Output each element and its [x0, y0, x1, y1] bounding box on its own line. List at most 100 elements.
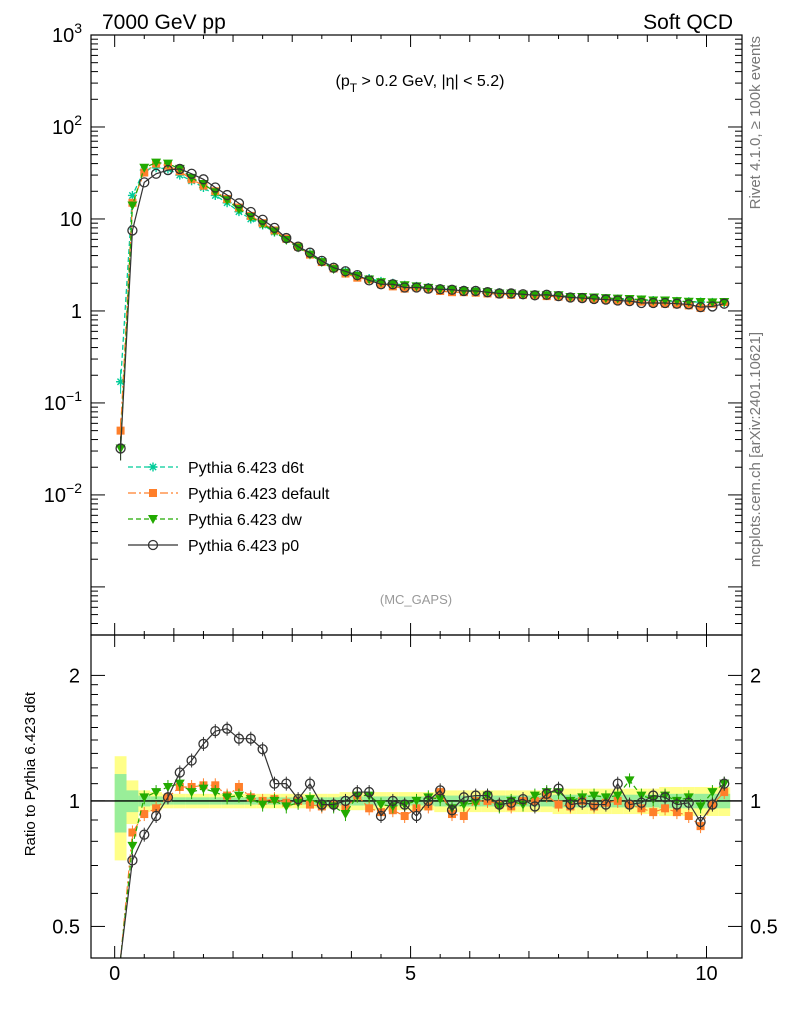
- ratio-y-tick-label: 2: [69, 665, 80, 687]
- ratio-point-dw: [281, 802, 292, 812]
- ratio-point-p0: [198, 738, 209, 750]
- ratio-point-p0: [304, 778, 316, 789]
- data-point-p0: [233, 198, 245, 209]
- ratio-point-p0: [612, 778, 623, 789]
- data-point-default: [696, 303, 705, 312]
- ratio-y-tick-label-right: 1: [750, 791, 761, 813]
- cut-label: (pT > 0.2 GeV, |η| < 5.2): [336, 73, 505, 95]
- legend-entry-default: Pythia 6.423 default: [128, 486, 330, 503]
- ratio-point-dw: [174, 779, 185, 789]
- ratio-point-p0: [257, 744, 268, 755]
- ratio-point-dw: [589, 791, 600, 801]
- ratio-line-default: [119, 784, 725, 959]
- data-point-p0: [364, 275, 375, 286]
- ratio-panel: 0 5 10 0.5 0.5 1 1 2 2: [52, 634, 778, 985]
- data-point-p0: [636, 297, 647, 309]
- data-point-p0: [115, 443, 126, 454]
- ratio-point-p0: [506, 797, 517, 808]
- ratio-point-p0: [399, 799, 410, 810]
- ratio-point-p0: [387, 795, 398, 807]
- ratio-point-p0: [624, 799, 635, 810]
- ratio-point-default: [661, 804, 670, 813]
- ratio-point-p0: [695, 816, 706, 828]
- ratio-point-p0: [186, 755, 197, 766]
- ratio-point-p0: [683, 797, 694, 808]
- legend-entry-p0: Pythia 6.423 p0: [128, 538, 299, 555]
- data-point-p0: [458, 285, 469, 297]
- ratio-ylabel: Ratio to Pythia 6.423 d6t: [22, 691, 39, 856]
- ratio-point-dw: [304, 795, 315, 805]
- ratio-point-dw: [162, 782, 173, 792]
- ratio-point-p0: [446, 805, 458, 816]
- data-point-p0: [517, 289, 529, 300]
- data-point-p0: [340, 266, 351, 277]
- data-point-dw: [470, 287, 481, 297]
- ratio-point-default: [459, 812, 468, 821]
- uncertainty-band-inner: [114, 774, 127, 833]
- series-d6t: [116, 163, 729, 394]
- series-p0: [115, 163, 730, 461]
- ratio-point-p0: [482, 790, 493, 801]
- ratio-point-p0: [470, 790, 481, 801]
- ratio-point-default: [234, 782, 243, 791]
- legend-marker-p0: [147, 539, 159, 551]
- data-point-p0: [411, 282, 422, 293]
- data-point-p0: [304, 247, 316, 258]
- data-point-p0: [316, 255, 327, 267]
- ratio-point-dw: [151, 788, 162, 798]
- data-point-p0: [707, 301, 718, 312]
- data-point-p0: [352, 270, 363, 281]
- data-point-p0: [719, 298, 730, 309]
- data-point-p0: [139, 177, 150, 188]
- data-point-dw: [636, 295, 647, 305]
- ratio-point-p0: [423, 795, 434, 807]
- ratio-point-p0: [636, 797, 647, 808]
- ratio-series-p0: [119, 721, 730, 959]
- ratio-point-p0: [292, 793, 304, 805]
- ratio-point-default: [365, 804, 374, 813]
- ratio-point-dw: [375, 800, 386, 810]
- ratio-point-p0: [517, 793, 529, 805]
- ratio-frame: [90, 634, 743, 959]
- ratio-point-default: [720, 788, 729, 797]
- data-point-p0: [553, 290, 564, 302]
- data-point-dw: [541, 291, 552, 301]
- data-point-d6t: [127, 190, 137, 200]
- ratio-point-p0: [340, 795, 351, 807]
- data-point-p0: [446, 284, 458, 295]
- x-tick-label: 10: [695, 963, 717, 985]
- data-point-p0: [494, 288, 505, 299]
- ratio-point-p0: [328, 799, 339, 810]
- ratio-point-p0: [553, 783, 564, 794]
- ratio-point-p0: [127, 855, 138, 866]
- ratio-point-p0: [648, 790, 659, 801]
- series-dw: [115, 158, 730, 461]
- ratio-point-p0: [364, 786, 375, 798]
- data-point-dw: [139, 163, 150, 173]
- ratio-point-p0: [281, 778, 292, 789]
- series-line-default: [119, 162, 725, 431]
- ratio-point-default: [152, 804, 161, 813]
- data-point-p0: [210, 182, 221, 193]
- legend: Pythia 6.423 d6t Pythia 6.423 default Pyth…: [128, 460, 330, 555]
- ratio-point-p0: [435, 785, 446, 796]
- ratio-point-p0: [375, 810, 387, 822]
- data-point-dw: [316, 258, 327, 268]
- ratio-point-p0: [659, 792, 671, 803]
- data-point-p0: [648, 297, 659, 309]
- data-point-dw: [198, 179, 209, 189]
- data-point-dw: [518, 290, 529, 300]
- data-point-p0: [150, 168, 162, 179]
- data-point-p0: [281, 232, 292, 244]
- data-point-p0: [624, 295, 635, 307]
- data-point-dw: [210, 188, 221, 198]
- data-point-p0: [695, 301, 706, 313]
- y-tick-label: 10−1: [44, 388, 82, 415]
- data-point-p0: [399, 282, 410, 293]
- ratio-y-tick-label: 1: [69, 791, 80, 813]
- data-point-dw: [577, 292, 588, 302]
- ratio-point-default: [684, 812, 693, 821]
- legend-entry-d6t: Pythia 6.423 d6t: [128, 460, 304, 477]
- ratio-point-dw: [210, 788, 221, 798]
- data-point-p0: [541, 289, 552, 300]
